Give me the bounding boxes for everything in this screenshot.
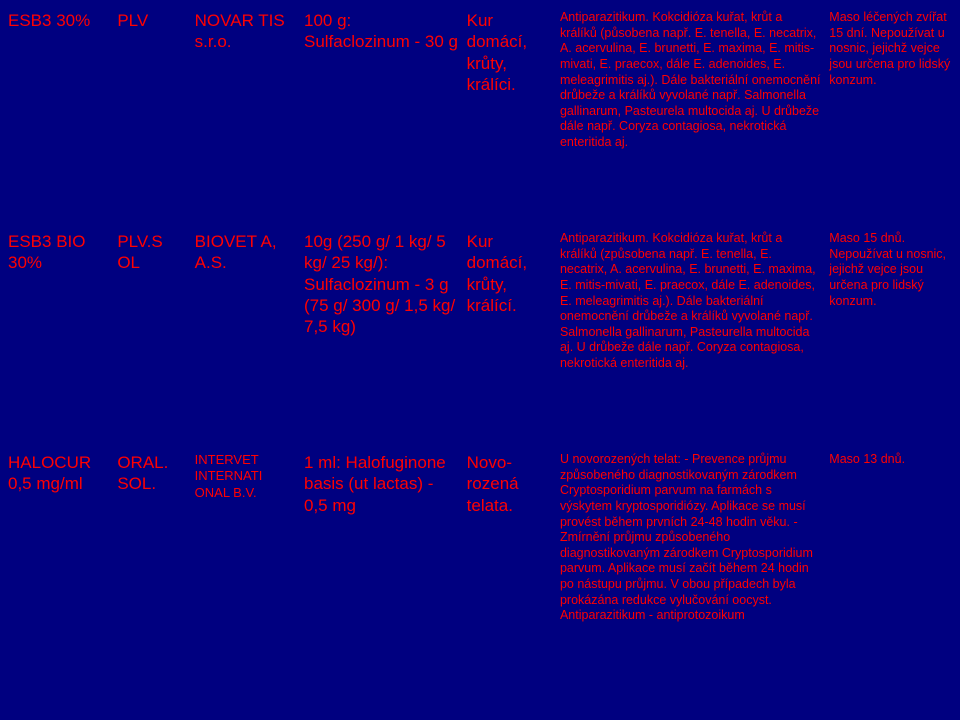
table-row: HALOCUR 0,5 mg/ml ORAL. SOL. INTERVET IN…	[8, 452, 952, 710]
cell-name: ESB3 BIO 30%	[8, 231, 109, 442]
cell-withdrawal: Maso 15 dnů. Nepoužívat u nosnic, jejich…	[829, 231, 952, 442]
table-body: ESB3 30% PLV NOVAR TIS s.r.o. 100 g: Sul…	[8, 10, 952, 710]
table-row: ESB3 BIO 30% PLV.S OL BIOVET A, A.S. 10g…	[8, 231, 952, 442]
cell-manufacturer: BIOVET A, A.S.	[195, 231, 296, 442]
cell-name: ESB3 30%	[8, 10, 109, 221]
cell-form: PLV.S OL	[117, 231, 186, 442]
cell-indication: Antiparazitikum. Kokcidióza kuřat, krůt …	[560, 231, 821, 442]
cell-form: PLV	[117, 10, 186, 221]
medication-table: ESB3 30% PLV NOVAR TIS s.r.o. 100 g: Sul…	[0, 0, 960, 720]
cell-form: ORAL. SOL.	[117, 452, 186, 710]
cell-withdrawal: Maso léčených zvířat 15 dní. Nepoužívat …	[829, 10, 952, 221]
cell-composition: 10g (250 g/ 1 kg/ 5 kg/ 25 kg/): Sulfacl…	[304, 231, 459, 442]
cell-indication: Antiparazitikum. Kokcidióza kuřat, krůt …	[560, 10, 821, 221]
table-row: ESB3 30% PLV NOVAR TIS s.r.o. 100 g: Sul…	[8, 10, 952, 221]
cell-withdrawal: Maso 13 dnů.	[829, 452, 952, 710]
cell-manufacturer: NOVAR TIS s.r.o.	[195, 10, 296, 221]
cell-species: Kur domácí, krůty, králíci.	[467, 10, 552, 221]
cell-composition: 1 ml: Halofuginone basis (ut lactas) - 0…	[304, 452, 459, 710]
cell-species: Novo-rozená telata.	[467, 452, 552, 710]
cell-manufacturer: INTERVET INTERNATI ONAL B.V.	[195, 452, 296, 710]
cell-name: HALOCUR 0,5 mg/ml	[8, 452, 109, 710]
cell-composition: 100 g: Sulfaclozinum - 30 g	[304, 10, 459, 221]
cell-species: Kur domácí, krůty, králící.	[467, 231, 552, 442]
cell-indication: U novorozených telat: - Prevence průjmu …	[560, 452, 821, 710]
